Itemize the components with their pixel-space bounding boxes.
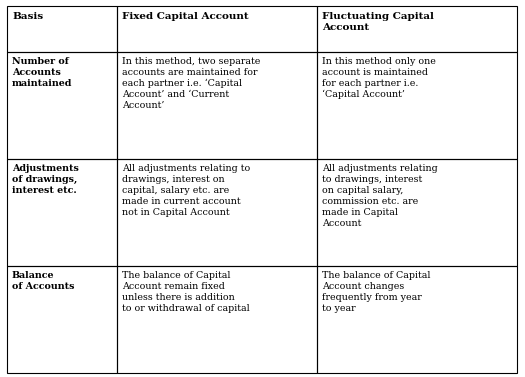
Text: Fluctuating Capital
Account: Fluctuating Capital Account — [322, 12, 434, 32]
Bar — [317, 52, 517, 159]
Text: Fixed Capital Account: Fixed Capital Account — [122, 12, 249, 21]
Bar — [317, 6, 517, 52]
Text: Number of
Accounts
maintained: Number of Accounts maintained — [12, 57, 72, 88]
Bar — [117, 159, 317, 266]
Text: In this method only one
account is maintained
for each partner i.e.
‘Capital Acc: In this method only one account is maint… — [322, 57, 436, 99]
Bar — [317, 159, 517, 266]
Bar — [117, 266, 317, 373]
Text: In this method, two separate
accounts are maintained for
each partner i.e. ‘Capi: In this method, two separate accounts ar… — [122, 57, 260, 110]
Bar — [7, 266, 117, 373]
Bar — [117, 6, 317, 52]
Bar — [317, 266, 517, 373]
Text: Adjustments
of drawings,
interest etc.: Adjustments of drawings, interest etc. — [12, 164, 79, 195]
Text: All adjustments relating to
drawings, interest on
capital, salary etc. are
made : All adjustments relating to drawings, in… — [122, 164, 250, 217]
Text: Balance
of Accounts: Balance of Accounts — [12, 271, 75, 291]
Bar — [117, 52, 317, 159]
Text: All adjustments relating
to drawings, interest
on capital salary,
commission etc: All adjustments relating to drawings, in… — [322, 164, 438, 228]
Text: The balance of Capital
Account remain fixed
unless there is addition
to or withd: The balance of Capital Account remain fi… — [122, 271, 250, 313]
Text: Basis: Basis — [12, 12, 43, 21]
Text: The balance of Capital
Account changes
frequently from year
to year: The balance of Capital Account changes f… — [322, 271, 430, 313]
Bar — [7, 159, 117, 266]
Bar — [7, 6, 117, 52]
Bar — [7, 52, 117, 159]
